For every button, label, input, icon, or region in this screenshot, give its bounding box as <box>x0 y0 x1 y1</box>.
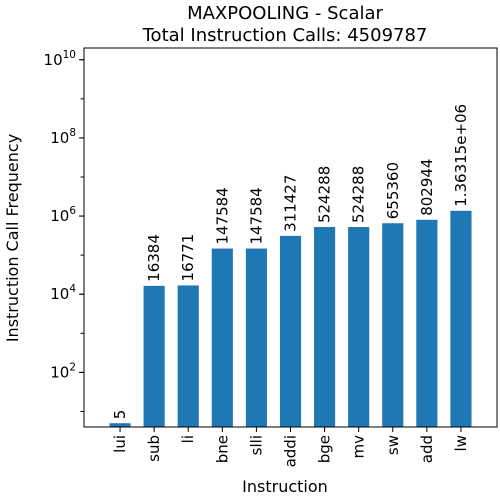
x-tick-label-bge: bge <box>316 435 334 463</box>
y-tick-exponent: 2 <box>69 361 76 373</box>
bar-bge <box>314 227 336 427</box>
y-tick-label: 108 <box>50 127 76 147</box>
bar-add <box>416 219 438 427</box>
x-tick-label-mv: mv <box>350 435 368 459</box>
plot-area: 5 16384 16771 147584 147584 311427 524288 52428… <box>109 104 472 427</box>
y-tick-base: 10 <box>44 51 63 69</box>
x-tick-label-sw: sw <box>384 435 402 455</box>
y-tick-label: 1010 <box>44 49 76 69</box>
y-tick-label: 104 <box>50 283 76 303</box>
data-label-lui: 5 <box>111 410 129 420</box>
chart-subtitle: Total Instruction Calls: 4509787 <box>142 25 428 46</box>
bar-lw <box>450 210 472 427</box>
x-tick-label-addi: addi <box>282 435 300 467</box>
data-label-li: 16771 <box>179 234 197 282</box>
x-tick-label-add: add <box>418 435 436 463</box>
data-label-sub: 16384 <box>145 234 163 282</box>
data-label-mv: 524288 <box>350 166 368 223</box>
y-tick-exponent: 4 <box>69 283 76 295</box>
data-label-lw: 1.36315e+06 <box>452 104 470 207</box>
y-tick-exponent: 6 <box>69 205 76 217</box>
x-tick-label-bne: bne <box>213 435 231 463</box>
x-tick-label-li: li <box>179 435 197 443</box>
data-label-sw: 655360 <box>384 162 402 219</box>
x-tick-label-lui: lui <box>111 435 129 453</box>
x-tick-label-slli: slli <box>247 435 265 455</box>
x-axis-label: Instruction <box>242 477 328 496</box>
bar-mv <box>348 227 370 427</box>
bar-sub <box>143 285 165 427</box>
data-label-slli: 147584 <box>247 187 265 244</box>
bar-lui <box>109 423 131 427</box>
x-tick-label-sub: sub <box>145 435 163 462</box>
x-tick-label-lw: lw <box>452 435 470 451</box>
bar-sw <box>382 223 404 427</box>
y-axis-label: Instruction Call Frequency <box>3 134 22 342</box>
y-tick-base: 10 <box>50 285 69 303</box>
bar-bne <box>211 248 233 427</box>
chart-title: MAXPOOLING - Scalar <box>187 3 383 24</box>
bar-addi <box>279 235 302 427</box>
data-label-addi: 311427 <box>282 175 300 232</box>
y-tick-label: 106 <box>50 205 76 225</box>
y-tick-base: 10 <box>50 363 69 381</box>
y-tick-base: 10 <box>50 207 69 225</box>
bar-li <box>177 285 199 427</box>
data-label-bne: 147584 <box>213 187 231 244</box>
y-tick-exponent: 8 <box>69 127 76 139</box>
y-tick-exponent: 10 <box>63 49 76 61</box>
y-tick-label: 102 <box>50 361 76 381</box>
data-label-bge: 524288 <box>316 166 334 223</box>
data-label-add: 802944 <box>418 159 436 216</box>
y-tick-base: 10 <box>50 129 69 147</box>
bar-slli <box>245 248 267 427</box>
